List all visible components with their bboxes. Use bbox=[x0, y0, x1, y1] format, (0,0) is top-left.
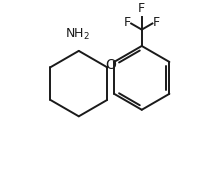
Text: F: F bbox=[138, 2, 145, 15]
Text: F: F bbox=[153, 16, 159, 29]
Text: O: O bbox=[105, 58, 116, 72]
Text: F: F bbox=[124, 16, 131, 29]
Text: NH$_2$: NH$_2$ bbox=[65, 27, 90, 42]
